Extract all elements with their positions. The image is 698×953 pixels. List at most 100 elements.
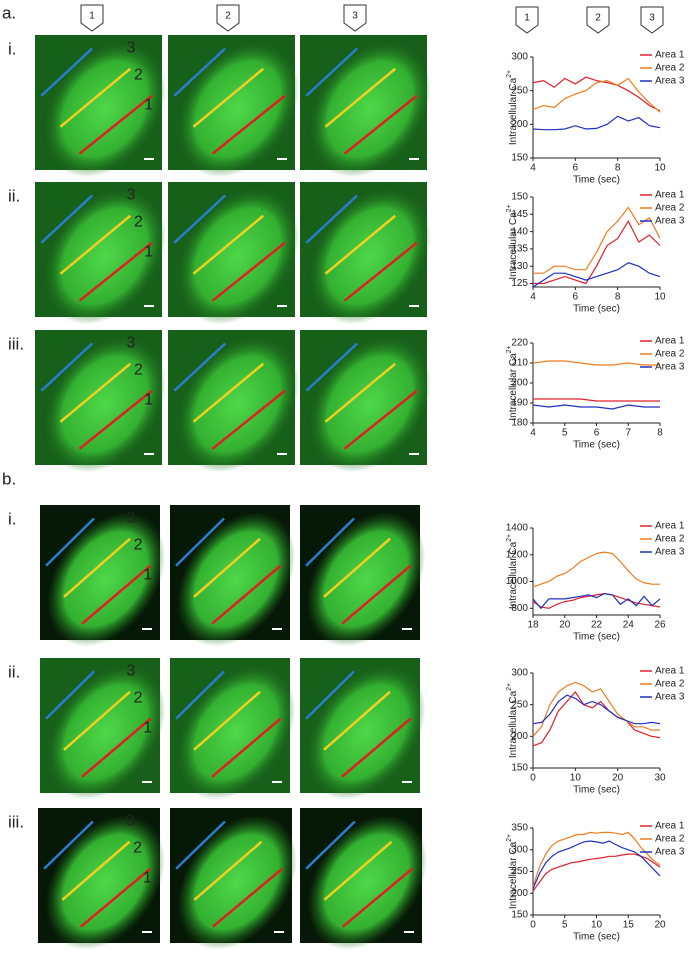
legend-label: Area 2 — [655, 349, 685, 360]
roi-line — [305, 342, 359, 392]
column-marker — [80, 4, 104, 32]
roi-line — [305, 670, 355, 720]
series-line — [533, 398, 660, 402]
legend-label: Area 3 — [655, 692, 685, 703]
roi-line — [323, 537, 391, 598]
x-tick-label: 0 — [530, 773, 536, 784]
legend-label: Area 2 — [655, 63, 685, 74]
roi-line — [173, 194, 227, 244]
roi-line — [211, 867, 284, 928]
cell — [176, 188, 299, 325]
legend-label: Area 1 — [655, 666, 685, 677]
series-line — [532, 840, 661, 890]
roi-line — [341, 717, 412, 778]
roi-line — [59, 67, 132, 128]
y-axis-label: Intracellular Ca2+ — [506, 345, 519, 420]
roi-line — [323, 690, 391, 751]
roi-line — [211, 94, 286, 155]
x-tick-label: 4 — [530, 292, 536, 303]
roi-line — [193, 840, 263, 901]
cell — [176, 41, 299, 178]
roi-line — [324, 362, 397, 423]
roi-line — [323, 840, 393, 901]
y-tick-label: 145 — [511, 209, 528, 220]
roi-line — [305, 820, 356, 870]
series-line — [532, 592, 661, 610]
scale-bar — [409, 305, 419, 307]
roi-line — [45, 670, 95, 720]
x-tick-label: 10 — [654, 163, 666, 174]
row-label: i. — [8, 39, 17, 58]
roi-label: 1 — [143, 719, 152, 736]
scale-bar — [409, 158, 419, 160]
roi-line — [175, 820, 226, 870]
x-tick-label: 5 — [562, 428, 568, 439]
legend-label: Area 3 — [655, 216, 685, 227]
legend-label: Area 2 — [655, 534, 685, 545]
y-tick-label: 250 — [511, 699, 528, 710]
roi-label: 2 — [133, 840, 142, 857]
roi-line — [341, 564, 412, 625]
roi-line — [61, 840, 131, 901]
series-line — [532, 853, 661, 892]
x-tick-label: 20 — [559, 620, 571, 631]
roi-line — [59, 214, 132, 275]
roi-line — [78, 94, 153, 155]
column-marker — [515, 6, 539, 34]
y-tick-label: 220 — [511, 338, 528, 349]
y-tick-label: 150 — [511, 192, 528, 203]
y-tick-label: 1400 — [506, 523, 529, 534]
roi-line — [43, 820, 94, 870]
roi-label: 2 — [134, 214, 143, 231]
roi-line — [343, 389, 418, 450]
row-label: ii. — [8, 186, 20, 205]
scale-bar — [272, 628, 282, 630]
scale-bar — [402, 781, 412, 783]
scale-bar — [402, 628, 412, 630]
roi-label: 3 — [126, 510, 135, 527]
series-line — [532, 831, 661, 887]
roi-line — [81, 717, 152, 778]
roi-label: 1 — [143, 869, 152, 886]
y-tick-label: 300 — [511, 52, 528, 63]
y-tick-label: 350 — [511, 823, 528, 834]
roi-label: 3 — [126, 335, 135, 352]
legend-label: Area 3 — [655, 76, 685, 87]
cell — [306, 664, 426, 800]
roi-line — [81, 564, 152, 625]
roi-label: 3 — [126, 40, 135, 57]
legend-label: Area 2 — [655, 679, 685, 690]
column-marker-label: 1 — [524, 13, 530, 24]
y-tick-label: 150 — [511, 153, 528, 164]
legend-label: Area 1 — [655, 336, 685, 347]
x-axis-label: Time (sec) — [573, 440, 620, 451]
x-tick-label: 20 — [612, 773, 624, 784]
roi-label: 1 — [144, 243, 153, 260]
y-tick-label: 140 — [511, 226, 528, 237]
row-label: i. — [8, 509, 17, 528]
roi-line — [324, 67, 397, 128]
y-tick-label: 190 — [511, 398, 528, 409]
roi-line — [341, 867, 414, 928]
cell — [43, 336, 166, 473]
y-axis-label: Intracellular Ca2+ — [506, 204, 519, 279]
x-axis-label: Time (sec) — [573, 785, 620, 796]
roi-line — [45, 517, 95, 567]
column-marker-label: 2 — [225, 11, 231, 22]
scale-bar — [142, 628, 152, 630]
roi-line — [63, 537, 131, 598]
column-marker — [640, 6, 664, 34]
scale-bar — [142, 781, 152, 783]
x-axis-label: Time (sec) — [573, 932, 620, 943]
x-tick-label: 10 — [654, 292, 666, 303]
roi-label: 2 — [134, 67, 143, 84]
column-marker-label: 3 — [352, 11, 358, 22]
y-axis-label-sup: 2+ — [506, 534, 513, 542]
roi-line — [40, 194, 94, 244]
scale-bar — [144, 305, 154, 307]
series-line — [532, 404, 660, 410]
roi-label: 2 — [134, 362, 143, 379]
legend-label: Area 2 — [655, 203, 685, 214]
series-line — [532, 551, 660, 588]
